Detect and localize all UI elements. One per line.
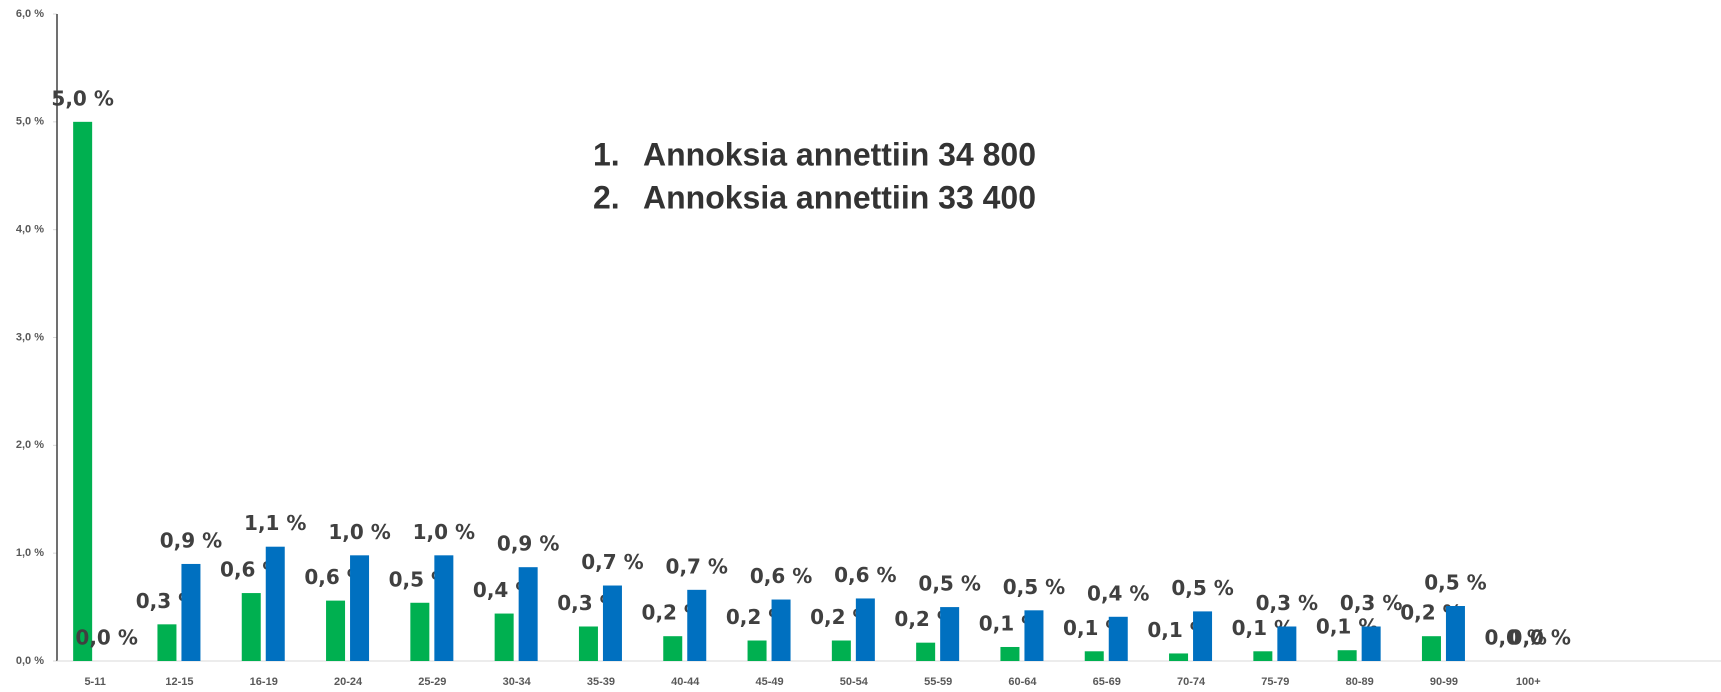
value-label: 1,0 %: [328, 520, 390, 544]
bar: [1169, 653, 1189, 661]
annotation-number: 1.: [593, 136, 620, 172]
bar: [916, 642, 936, 661]
x-tick-label: 65-69: [1093, 676, 1121, 687]
bar: [1337, 650, 1357, 661]
annotation: Annoksia annettiin 34 800: [643, 136, 1036, 172]
bar: [434, 555, 454, 661]
x-tick-label: 35-39: [587, 676, 615, 687]
x-tick-label: 20-24: [334, 676, 363, 687]
bar: [73, 121, 93, 662]
value-label: 0,0 %: [1509, 626, 1571, 650]
x-tick-label: 60-64: [1008, 676, 1037, 687]
value-label: 0,7 %: [666, 554, 728, 578]
x-tick-label: 5-11: [84, 676, 105, 687]
y-tick-label: 5,0 %: [16, 116, 44, 128]
y-tick-label: 1,0 %: [16, 547, 44, 559]
bar: [1445, 606, 1465, 661]
y-tick-label: 3,0 %: [16, 331, 44, 343]
bar: [350, 555, 370, 661]
value-label: 0,7 %: [581, 550, 643, 574]
bar: [518, 567, 538, 661]
bar: [578, 626, 598, 661]
value-label: 0,0 %: [1485, 626, 1547, 650]
y-tick-label: 6,0 %: [16, 8, 44, 20]
bar: [1253, 651, 1273, 661]
bar: [771, 599, 791, 661]
bar: [1084, 651, 1104, 661]
bar: [1024, 610, 1044, 661]
value-label: 5,0 %: [51, 86, 113, 110]
bar: [494, 613, 514, 661]
bar: [326, 600, 346, 661]
x-tick-label: 75-79: [1261, 676, 1289, 687]
x-tick-label: 30-34: [503, 676, 532, 687]
bar: [747, 640, 767, 661]
x-tick-label: 55-59: [924, 676, 952, 687]
x-tick-label: 70-74: [1177, 676, 1206, 687]
x-tick-label: 50-54: [840, 676, 869, 687]
bar: [602, 585, 622, 661]
value-label: 1,0 %: [413, 520, 475, 544]
bar: [1421, 636, 1441, 661]
bar: [1000, 646, 1020, 661]
value-label: 0,9 %: [160, 528, 222, 552]
bar: [1277, 626, 1297, 661]
bar: [1361, 626, 1381, 661]
value-label: 0,6 %: [834, 563, 896, 587]
bar: [855, 598, 875, 661]
value-label: 0,5 %: [1171, 576, 1233, 600]
bar: [181, 563, 201, 661]
value-label: 0,5 %: [1003, 575, 1065, 599]
x-tick-label: 80-89: [1346, 676, 1374, 687]
x-tick-label: 90-99: [1430, 676, 1458, 687]
bar: [157, 624, 177, 661]
value-label: 0,9 %: [497, 532, 559, 556]
value-label: 0,6 %: [750, 564, 812, 588]
y-tick-label: 0,0 %: [16, 655, 44, 667]
value-label: 0,0 %: [75, 626, 137, 650]
value-label: 1,1 %: [244, 511, 306, 535]
x-tick-label: 40-44: [671, 676, 700, 687]
value-label: 0,5 %: [918, 572, 980, 596]
annotation: Annoksia annettiin 33 400: [643, 179, 1036, 215]
y-tick-label: 4,0 %: [16, 224, 44, 236]
bar: [663, 636, 683, 661]
x-tick-label: 100+: [1516, 676, 1541, 687]
x-tick-label: 16-19: [250, 676, 278, 687]
x-tick-label: 12-15: [165, 676, 193, 687]
bar: [831, 640, 851, 661]
bar: [1193, 611, 1213, 661]
x-tick-label: 25-29: [418, 676, 446, 687]
bar: [265, 546, 285, 661]
bar: [410, 602, 430, 661]
x-tick-label: 45-49: [755, 676, 783, 687]
value-label: 0,3 %: [1256, 591, 1318, 615]
bar: [1108, 616, 1128, 661]
value-label: 0,5 %: [1424, 571, 1486, 595]
bar: [241, 593, 261, 661]
value-label: 0,4 %: [1087, 581, 1149, 605]
annotation-number: 2.: [593, 179, 620, 215]
bar: [687, 589, 707, 661]
value-label: 0,3 %: [1340, 591, 1402, 615]
y-tick-label: 2,0 %: [16, 439, 44, 451]
bar: [940, 607, 960, 661]
